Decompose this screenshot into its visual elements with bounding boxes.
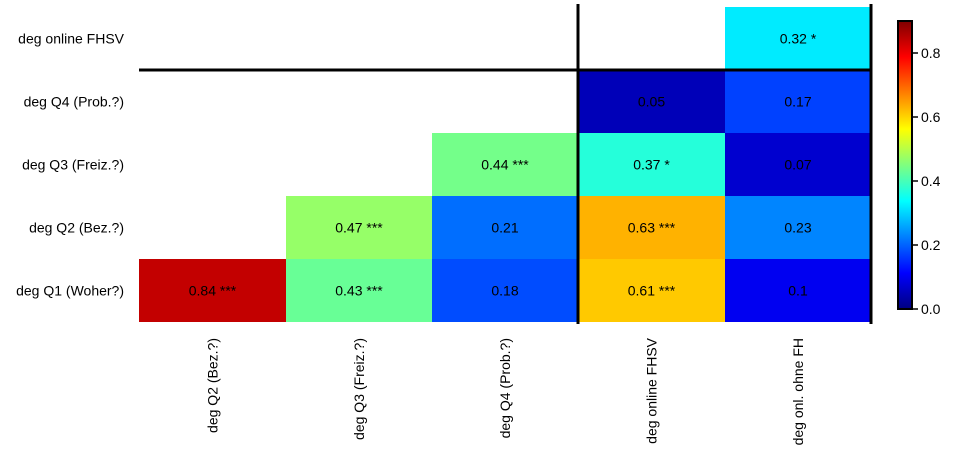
cell-value-label: 0.44 *** xyxy=(481,157,529,173)
cell-value-label: 0.05 xyxy=(638,94,665,110)
row-label-deg-q3-freiz: deg Q3 (Freiz.?) xyxy=(22,157,124,173)
cell-fill xyxy=(725,196,871,259)
cell-fill xyxy=(725,70,871,133)
cell-fill xyxy=(432,196,578,259)
cell-value-label: 0.61 *** xyxy=(628,283,676,299)
colorbar: 0.0 0.2 0.4 0.6 0.8 xyxy=(897,20,941,317)
heatmap-cell: 0.84 *** xyxy=(139,259,286,322)
cell-fill xyxy=(432,259,578,322)
cell-fill xyxy=(432,133,578,196)
cell-value-label: 0.21 xyxy=(491,220,518,236)
colorbar-tick-label: 0.6 xyxy=(921,109,941,125)
cell-fill xyxy=(578,70,725,133)
heatmap-cell: 0.21 xyxy=(432,196,578,259)
cell-value-label: 0.37 * xyxy=(633,157,670,173)
colorbar-tick-label: 0.2 xyxy=(921,237,941,253)
cell-fill xyxy=(286,259,432,322)
cell-fill xyxy=(725,259,871,322)
row-label-deg-q4-prob: deg Q4 (Prob.?) xyxy=(24,94,124,110)
cell-value-label: 0.32 * xyxy=(780,31,817,47)
heatmap-cell: 0.37 * xyxy=(578,133,725,196)
cell-fill xyxy=(578,259,725,322)
cell-value-label: 0.17 xyxy=(784,94,811,110)
colorbar-gradient xyxy=(897,20,913,310)
heatmap-cell: 0.43 *** xyxy=(286,259,432,322)
group-dividers xyxy=(139,4,873,324)
cell-value-label: 0.1 xyxy=(788,283,808,299)
cell-value-label: 0.18 xyxy=(491,283,518,299)
heatmap-cell: 0.61 *** xyxy=(578,259,725,322)
colorbar-tick-label: 0.4 xyxy=(921,173,941,189)
cell-fill xyxy=(578,196,725,259)
cell-fill xyxy=(139,259,286,322)
cell-fill xyxy=(725,7,871,70)
column-label-deg-q4-prob: deg Q4 (Prob.?) xyxy=(497,338,513,438)
cell-value-label: 0.47 *** xyxy=(335,220,383,236)
cell-value-label: 0.63 *** xyxy=(628,220,676,236)
heatmap-cell: 0.47 *** xyxy=(286,196,432,259)
heatmap-cells: 0.32 * 0.05 0.17 0.44 *** 0.37 * 0.07 0.47 ***… xyxy=(139,7,871,322)
colorbar-tick-label: 0.8 xyxy=(921,45,941,61)
row-label-deg-online-fhsv: deg online FHSV xyxy=(18,31,125,47)
cell-fill xyxy=(725,133,871,196)
cell-value-label: 0.84 *** xyxy=(189,283,237,299)
cell-fill xyxy=(578,133,725,196)
row-label-deg-q1-woher: deg Q1 (Woher?) xyxy=(16,283,124,299)
heatmap-cell: 0.1 xyxy=(725,259,871,322)
row-labels: deg online FHSV deg Q4 (Prob.?) deg Q3 (Fr… xyxy=(16,31,125,299)
cell-value-label: 0.43 *** xyxy=(335,283,383,299)
column-label-deg-q3-freiz: deg Q3 (Freiz.?) xyxy=(351,338,367,440)
heatmap-cell: 0.63 *** xyxy=(578,196,725,259)
cell-value-label: 0.23 xyxy=(784,220,811,236)
column-label-deg-online-fhsv: deg online FHSV xyxy=(644,337,660,444)
heatmap-cell: 0.05 xyxy=(578,70,725,133)
heatmap-cell: 0.32 * xyxy=(725,7,871,70)
heatmap-cell: 0.07 xyxy=(725,133,871,196)
colorbar-tick-label: 0.0 xyxy=(921,301,941,317)
column-labels: deg Q2 (Bez.?) deg Q3 (Freiz.?) deg Q4 (Pr… xyxy=(205,337,807,445)
heatmap-cell: 0.18 xyxy=(432,259,578,322)
column-label-deg-onl-ohne-fh: deg onl. ohne FH xyxy=(790,338,806,445)
cell-value-label: 0.07 xyxy=(784,157,811,173)
column-label-deg-q2-bez: deg Q2 (Bez.?) xyxy=(205,338,221,433)
row-label-deg-q2-bez: deg Q2 (Bez.?) xyxy=(29,220,124,236)
heatmap-cell: 0.44 *** xyxy=(432,133,578,196)
cell-fill xyxy=(286,196,432,259)
heatmap-cell: 0.23 xyxy=(725,196,871,259)
heatmap-cell: 0.17 xyxy=(725,70,871,133)
